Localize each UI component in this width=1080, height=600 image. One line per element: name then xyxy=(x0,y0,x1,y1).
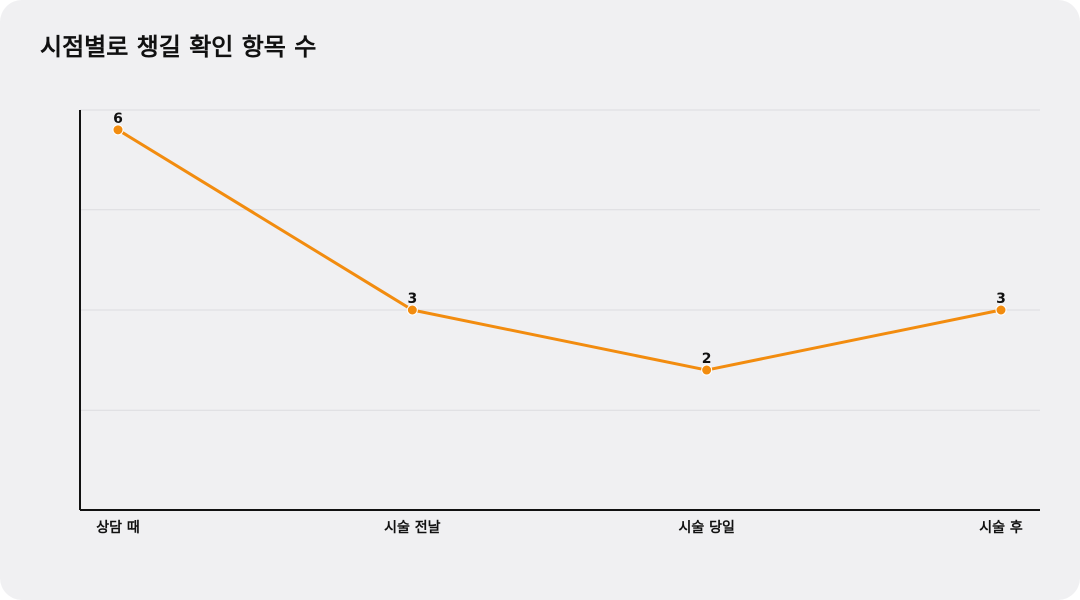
value-label: 6 xyxy=(113,111,123,127)
point xyxy=(701,364,713,376)
x-tick-label: 시술 후 xyxy=(979,520,1023,536)
value-label: 3 xyxy=(996,291,1006,307)
chart-title: 시점별로 챙길 확인 항목 수 xyxy=(40,33,316,61)
x-tick-label: 시술 전날 xyxy=(384,519,441,536)
x-tick-label: 시술 당일 xyxy=(678,519,734,536)
x-tick-label: 상담 때 xyxy=(96,519,140,536)
value-label: 3 xyxy=(407,291,417,307)
point xyxy=(406,304,418,316)
line xyxy=(117,128,1002,372)
point xyxy=(112,124,124,136)
point xyxy=(995,304,1007,316)
value-label: 2 xyxy=(702,351,712,367)
